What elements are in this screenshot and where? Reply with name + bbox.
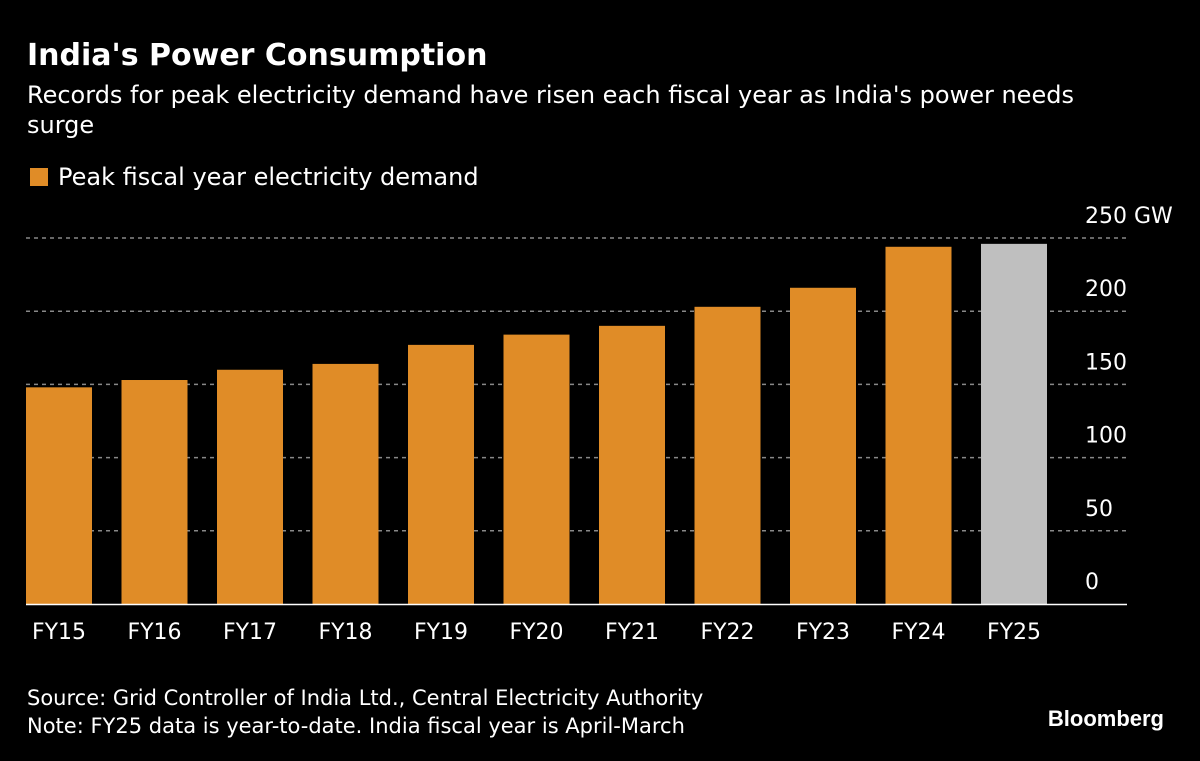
y-tick-label: 0 [1085, 570, 1099, 595]
bloomberg-logo: Bloomberg [1047, 706, 1164, 731]
legend-swatch [30, 168, 48, 186]
chart-subtitle: Records for peak electricity demand have… [27, 81, 1074, 139]
y-tick-label: 250 GW [1085, 204, 1173, 229]
bar-fy19 [408, 344, 474, 604]
legend-label: Peak fiscal year electricity demand [58, 163, 479, 191]
bar-fy17 [217, 369, 283, 604]
x-tick-label: FY16 [127, 620, 181, 645]
bar-fy22 [694, 306, 761, 604]
y-tick-label: 150 [1085, 350, 1127, 375]
y-tick-label: 200 [1085, 277, 1127, 302]
x-tick-label: FY18 [318, 620, 372, 645]
x-tick-label: FY17 [223, 620, 277, 645]
source-text: Source: Grid Controller of India Ltd., C… [27, 686, 704, 710]
y-tick-label: 100 [1085, 424, 1127, 449]
bar-fy25 [981, 243, 1047, 604]
bar-fy16 [121, 380, 188, 604]
x-tick-label: FY22 [700, 620, 754, 645]
bar-fy20 [503, 334, 570, 604]
bar-fy21 [599, 325, 665, 604]
legend: Peak fiscal year electricity demand [30, 163, 479, 191]
bar-fy23 [790, 287, 856, 604]
bar-fy15 [26, 387, 92, 604]
bar-fy24 [885, 246, 952, 604]
x-tick-label: FY25 [987, 620, 1041, 645]
source-note: Source: Grid Controller of India Ltd., C… [27, 684, 703, 740]
bar-fy18 [312, 363, 379, 604]
x-tick-label: FY24 [891, 620, 945, 645]
x-tick-label: FY21 [605, 620, 659, 645]
y-tick-label: 50 [1085, 497, 1113, 522]
chart-title: India's Power Consumption [27, 38, 488, 73]
note-text: Note: FY25 data is year-to-date. India f… [27, 714, 685, 738]
x-tick-label: FY19 [414, 620, 468, 645]
x-tick-label: FY20 [509, 620, 563, 645]
x-tick-label: FY15 [32, 620, 86, 645]
x-tick-label: FY23 [796, 620, 850, 645]
